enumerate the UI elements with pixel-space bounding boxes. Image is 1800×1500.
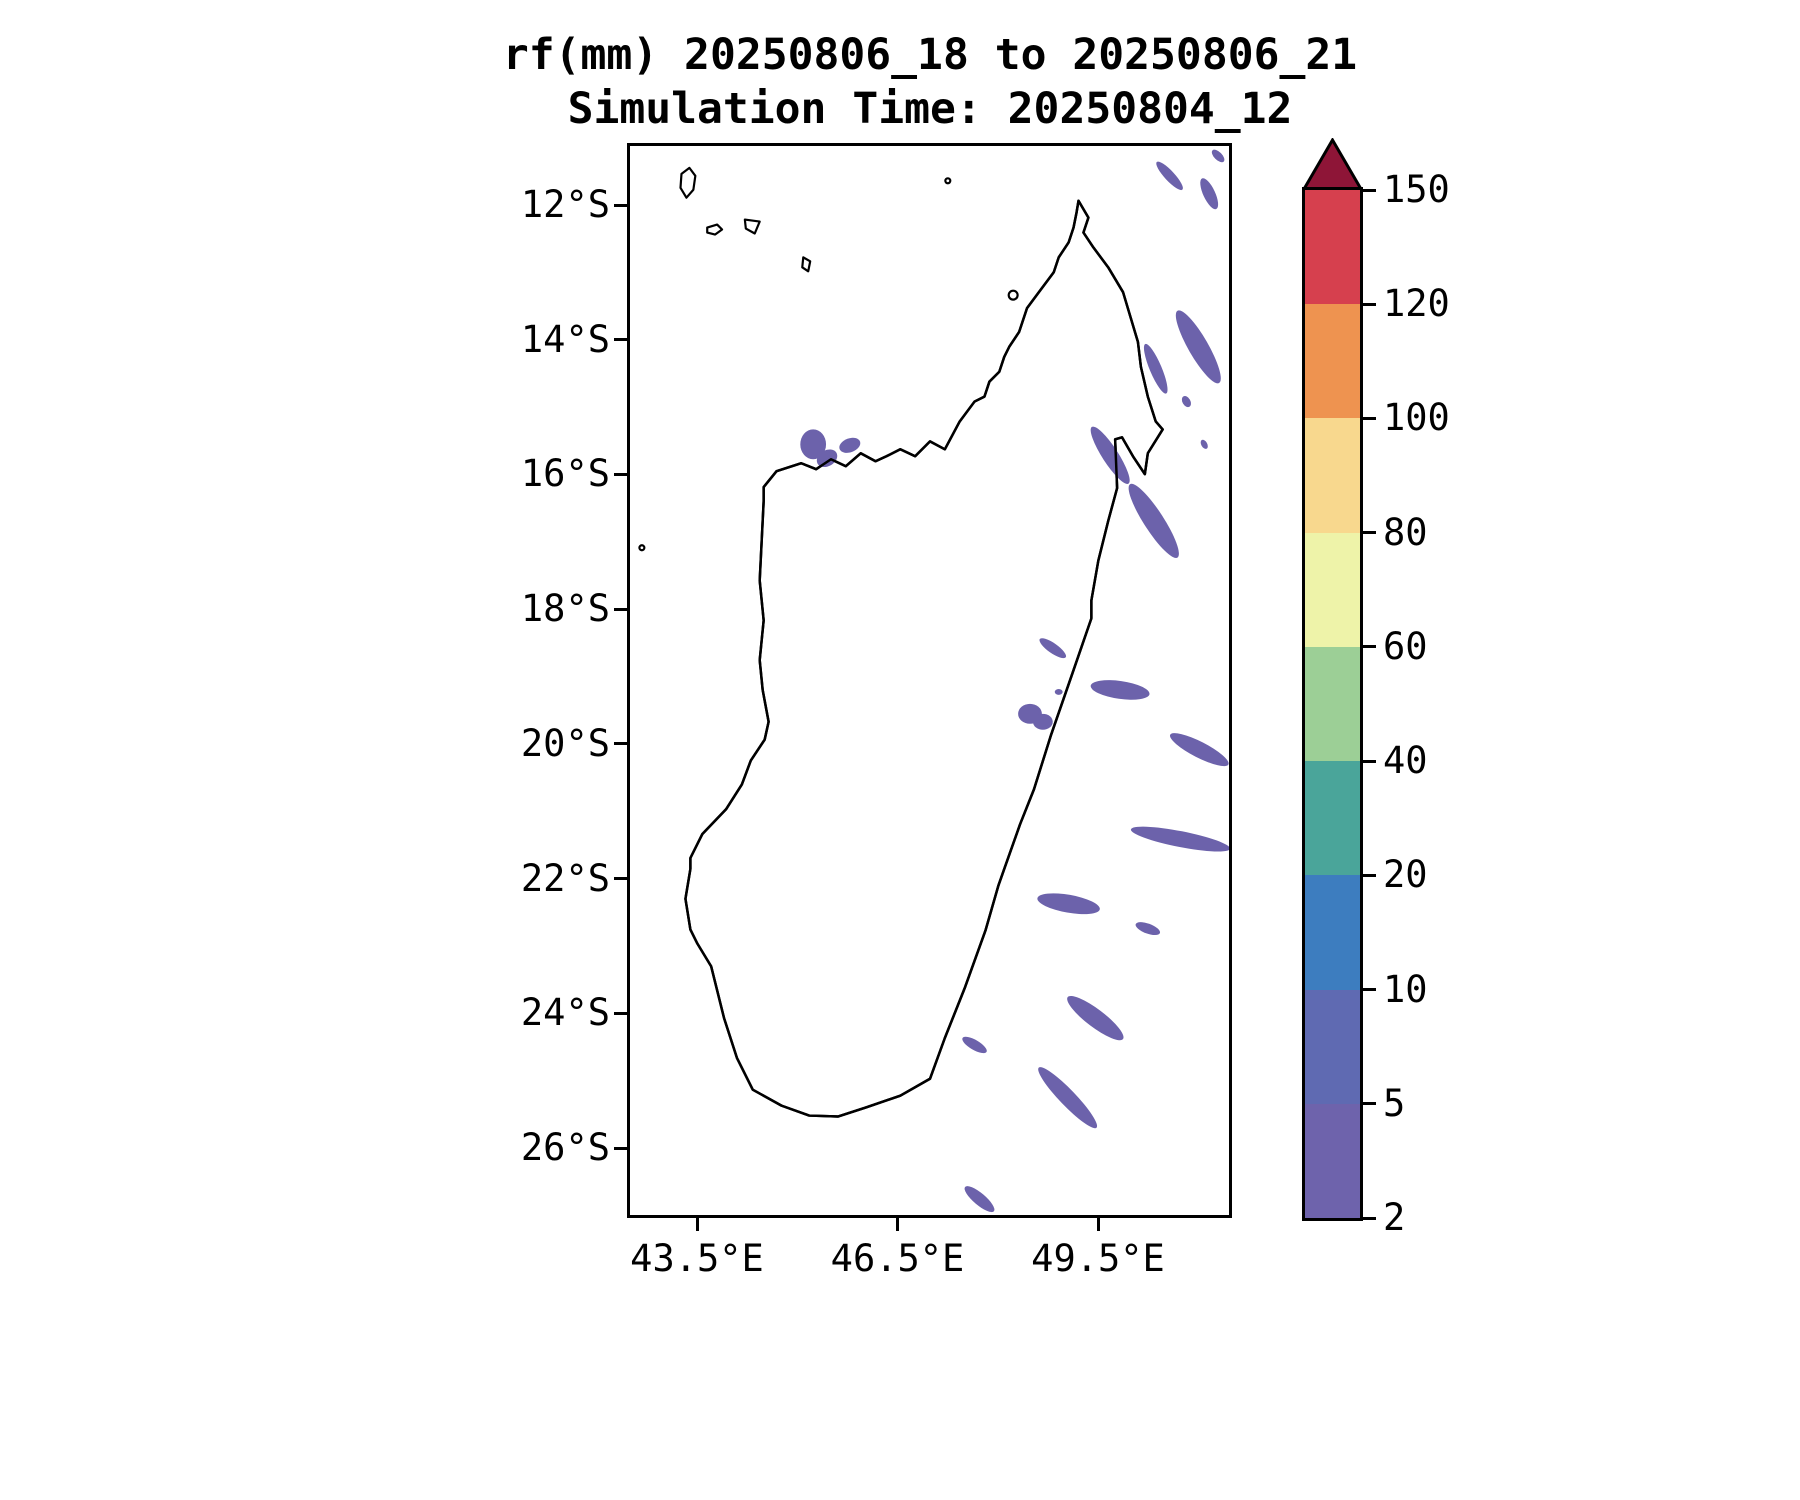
map-svg <box>638 149 1229 1213</box>
madagascar-landmass <box>684 199 1164 1118</box>
x-axis-tick-mark <box>1096 1218 1100 1231</box>
colorbar-tick-label: 150 <box>1383 168 1450 211</box>
colorbar-tick-mark <box>1363 416 1376 420</box>
colorbar-extend-arrow <box>1302 138 1363 190</box>
island-outline <box>706 223 724 236</box>
rain-patch <box>964 1186 995 1213</box>
y-axis-tick-label: 24°S <box>520 991 610 1035</box>
figure-subtitle: Simulation Time: 20250804_12 <box>567 84 1293 134</box>
colorbar-tick-mark <box>1363 302 1376 306</box>
rain-patch <box>1067 995 1124 1041</box>
rain-patch <box>1090 680 1150 700</box>
rain-patch <box>1211 149 1225 163</box>
rain-patch <box>1200 178 1219 210</box>
colorbar-tick-label: 2 <box>1383 1196 1406 1239</box>
rain-patch <box>1181 396 1191 408</box>
small-islands <box>638 166 1019 552</box>
y-axis-tick-mark <box>614 1011 627 1015</box>
colorbar-segment <box>1305 989 1360 1104</box>
colorbar-segment <box>1305 646 1360 762</box>
colorbar-tick-mark <box>1363 988 1376 992</box>
y-axis-tick-mark <box>614 338 627 342</box>
rain-patch <box>1038 1067 1098 1129</box>
colorbar-tick-label: 100 <box>1383 396 1450 440</box>
y-axis-tick-mark <box>614 607 627 611</box>
rain-patch <box>962 1036 987 1054</box>
colorbar-segment <box>1305 761 1360 876</box>
x-axis-tick-label: 43.5°E <box>630 1237 764 1280</box>
rain-patch <box>1090 426 1130 484</box>
colorbar-segment <box>1305 532 1360 647</box>
rain-patch <box>1039 638 1067 659</box>
rain-patch <box>816 449 838 468</box>
colorbar-tick-label: 10 <box>1383 967 1428 1011</box>
island-outline <box>1007 289 1019 301</box>
colorbar-tick-mark <box>1363 188 1376 192</box>
y-axis-tick-mark <box>614 742 627 746</box>
rain-patch <box>1130 826 1229 852</box>
colorbar-tick-label: 20 <box>1383 853 1428 897</box>
y-axis-tick-label: 22°S <box>520 856 610 900</box>
rain-patch <box>1175 310 1221 384</box>
rain-patch <box>1037 893 1100 915</box>
rain-patch <box>1143 343 1168 394</box>
y-axis-tick-mark <box>614 203 627 207</box>
y-axis-tick-label: 12°S <box>520 183 610 226</box>
colorbar-tick-label: 120 <box>1383 282 1450 326</box>
rain-patch <box>800 429 827 460</box>
rain-patch <box>1032 713 1053 730</box>
colorbar-tick-label: 5 <box>1383 1081 1406 1125</box>
y-axis-tick-label: 16°S <box>520 452 610 496</box>
y-axis-tick-label: 14°S <box>520 317 610 361</box>
colorbar-tick-mark <box>1363 645 1376 649</box>
colorbar-tick-mark <box>1363 873 1376 877</box>
rain-patches <box>800 149 1229 1213</box>
colorbar-tick-label: 40 <box>1383 739 1428 783</box>
madagascar-coastline <box>684 199 1164 1118</box>
figure-title: rf(mm) 20250806_18 to 20250806_21 <box>502 30 1358 80</box>
rain-patch <box>1200 439 1208 449</box>
x-axis-tick-mark <box>896 1218 899 1231</box>
y-axis-tick-label: 20°S <box>520 721 610 765</box>
colorbar-tick-mark <box>1363 531 1376 535</box>
rain-patch <box>1135 922 1161 936</box>
colorbar-tick-mark <box>1363 1216 1376 1220</box>
island-outline <box>679 166 697 199</box>
colorbar-segment <box>1305 1103 1360 1218</box>
y-axis-tick-label: 18°S <box>520 587 610 631</box>
colorbar-tick-label: 60 <box>1383 624 1428 668</box>
island-outline <box>638 544 646 552</box>
colorbar-segment <box>1305 190 1360 305</box>
colorbar-segment <box>1305 418 1360 533</box>
y-axis-tick-mark <box>614 1146 627 1150</box>
rain-patch <box>1156 161 1183 191</box>
island-outline <box>944 177 952 185</box>
x-axis-tick-label: 46.5°E <box>830 1237 965 1280</box>
island-outline <box>743 218 761 235</box>
map-plot-area <box>627 143 1232 1218</box>
colorbar <box>1302 187 1363 1221</box>
rain-patch <box>1054 688 1063 695</box>
x-axis-tick-mark <box>695 1218 699 1231</box>
colorbar-tick-mark <box>1363 1102 1376 1106</box>
rain-patch <box>839 437 861 453</box>
colorbar-segment <box>1305 304 1360 419</box>
y-axis-tick-label: 26°S <box>520 1126 610 1169</box>
y-axis-tick-mark <box>614 877 627 881</box>
colorbar-tick-label: 80 <box>1383 510 1428 554</box>
rain-patch <box>1169 733 1229 767</box>
x-axis-tick-label: 49.5°E <box>1031 1237 1165 1280</box>
colorbar-tick-mark <box>1363 759 1376 763</box>
colorbar-segment <box>1305 875 1360 990</box>
colorbar-extend-arrow-svg <box>1302 138 1363 190</box>
island-outline <box>801 256 812 273</box>
rain-patch <box>1128 483 1179 558</box>
y-axis-tick-mark <box>614 472 627 476</box>
